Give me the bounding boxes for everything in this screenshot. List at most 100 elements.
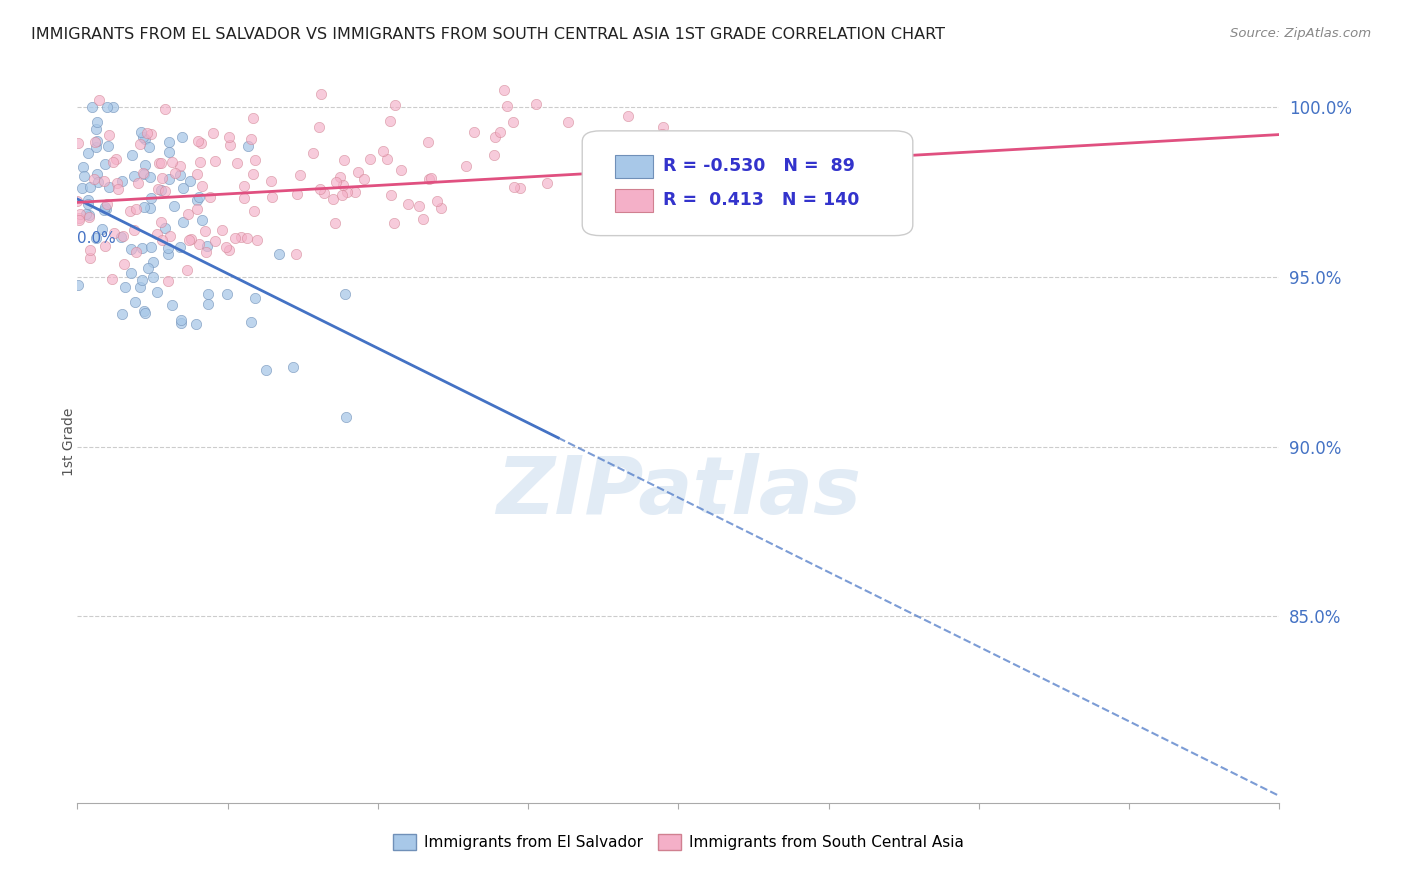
Point <box>426 194 449 208</box>
Point <box>146 182 169 196</box>
Text: IMMIGRANTS FROM EL SALVADOR VS IMMIGRANTS FROM SOUTH CENTRAL ASIA 1ST GRADE CORR: IMMIGRANTS FROM EL SALVADOR VS IMMIGRANT… <box>31 27 945 42</box>
Point <box>239 315 262 329</box>
Point <box>94 157 117 171</box>
Point <box>66 194 89 208</box>
Point <box>111 307 134 321</box>
Point <box>242 167 264 181</box>
Point <box>335 410 357 425</box>
Point <box>120 266 142 280</box>
Point <box>136 260 159 275</box>
Point <box>156 241 179 255</box>
Point <box>260 190 283 204</box>
Point <box>93 173 115 187</box>
Point <box>336 185 359 199</box>
Point <box>359 153 381 167</box>
Point <box>281 360 304 375</box>
Point <box>169 159 191 173</box>
Point <box>86 134 108 148</box>
Point <box>73 169 96 184</box>
Text: R = -0.530   N =  89: R = -0.530 N = 89 <box>662 157 855 175</box>
Point <box>308 120 330 134</box>
Point <box>170 130 193 145</box>
Point <box>232 191 254 205</box>
Point <box>389 162 412 177</box>
Point <box>186 193 208 207</box>
Point <box>84 140 107 154</box>
Point <box>378 114 401 128</box>
Point <box>77 146 100 161</box>
Point <box>124 295 146 310</box>
Point <box>170 313 193 327</box>
Point <box>557 115 579 129</box>
Point <box>332 178 354 192</box>
Point <box>142 254 165 268</box>
Point <box>384 97 406 112</box>
Point <box>592 207 614 221</box>
Point <box>284 246 307 260</box>
Point <box>79 179 101 194</box>
Point <box>139 169 162 184</box>
Point <box>224 231 246 245</box>
Point <box>163 166 186 180</box>
Point <box>150 215 173 229</box>
Point <box>172 214 194 228</box>
Point <box>353 172 375 186</box>
Point <box>142 269 165 284</box>
Point <box>160 155 183 169</box>
Point <box>309 87 332 102</box>
Point <box>67 211 90 225</box>
Point <box>343 185 366 199</box>
Point <box>605 136 627 150</box>
Point <box>243 153 266 167</box>
FancyBboxPatch shape <box>582 131 912 235</box>
Point <box>180 231 202 245</box>
Point <box>79 252 101 266</box>
Point <box>163 199 186 213</box>
Point <box>172 181 194 195</box>
Point <box>211 223 233 237</box>
Point <box>139 191 162 205</box>
Point <box>288 168 311 182</box>
Point <box>157 274 180 288</box>
Point <box>195 239 218 253</box>
Point <box>134 167 156 181</box>
Point <box>105 176 128 190</box>
Point <box>86 114 108 128</box>
Point <box>190 136 212 151</box>
Point <box>229 229 252 244</box>
Point <box>96 100 118 114</box>
Text: 0.0%: 0.0% <box>77 231 117 246</box>
Point <box>325 175 347 189</box>
Point <box>67 277 90 292</box>
Point <box>219 138 242 153</box>
Point <box>86 167 108 181</box>
Point <box>107 182 129 196</box>
Point <box>430 201 453 215</box>
Point <box>502 115 524 129</box>
Point <box>141 127 163 141</box>
Point <box>236 231 259 245</box>
Point <box>97 180 120 194</box>
Point <box>418 172 440 186</box>
Point <box>186 202 208 217</box>
Point <box>134 306 156 320</box>
Point <box>129 280 152 294</box>
Point <box>652 120 675 135</box>
Point <box>157 135 180 149</box>
Point <box>346 165 368 179</box>
Point <box>156 246 179 260</box>
Point <box>83 172 105 186</box>
Bar <box>614 154 654 178</box>
Point <box>217 287 239 301</box>
Point <box>509 180 531 194</box>
Point <box>89 93 111 107</box>
Point <box>496 99 519 113</box>
Point <box>162 298 184 312</box>
Point <box>146 227 169 242</box>
Point <box>79 244 101 258</box>
Point <box>159 228 181 243</box>
Point <box>120 242 142 256</box>
Point <box>77 210 100 224</box>
Point <box>114 279 136 293</box>
Point <box>176 262 198 277</box>
